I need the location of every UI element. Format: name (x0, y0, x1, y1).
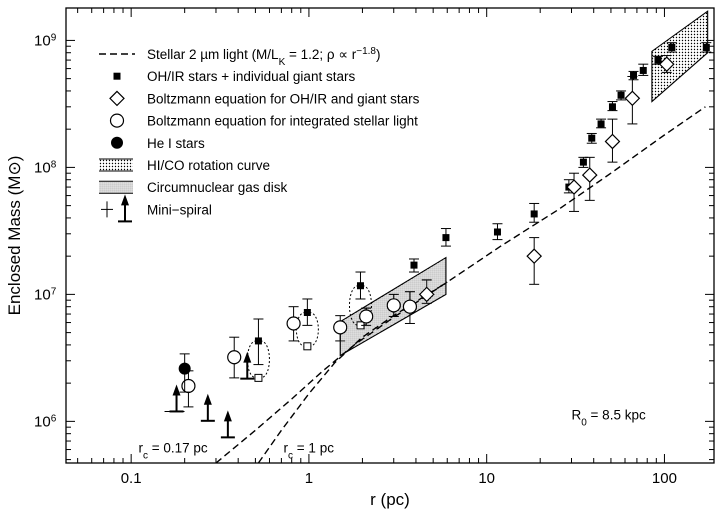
mini-spiral-point-arrowhead (243, 351, 252, 363)
filled-square-point (410, 261, 418, 269)
legend-label: He I stars (147, 136, 205, 151)
filled-square-point (493, 228, 501, 236)
open-circle-point (333, 320, 348, 335)
y-tick-label: 107 (34, 286, 57, 304)
legend-swatch-mini-spiral-arrowhead (121, 194, 129, 206)
x-tick-label: 10 (478, 470, 495, 487)
filled-square-point (702, 43, 710, 51)
filled-square-point (530, 210, 538, 218)
stellar-light-curve (215, 106, 706, 463)
filled-square-point (579, 158, 587, 166)
legend-label: Boltzmann equation for integrated stella… (147, 114, 418, 129)
open-circle-point (181, 378, 196, 394)
legend-swatch-filled-square (113, 72, 121, 80)
filled-square-point (639, 66, 647, 74)
plot-frame (65, 7, 715, 464)
open-diamond-point (526, 248, 543, 265)
plot-area: 0.1 1 10 100 106 107 108 109 r (pc) Enclosed Mass… (5, 7, 715, 509)
rc-1-label: rc = 1 pc (284, 440, 335, 461)
mini-spiral-point-arrowhead (223, 410, 232, 422)
filled-square-point (668, 43, 676, 51)
open-diamond-point (418, 286, 435, 303)
legend-swatch-open-diamond (109, 90, 125, 107)
rc-017-label: rc = 0.17 pc (139, 440, 208, 461)
hi-co-rotation-band (651, 10, 709, 103)
filled-square-point (654, 56, 662, 64)
connector-arc (309, 311, 319, 347)
filled-square-point (630, 71, 638, 79)
legend-label: Mini−spiral (147, 202, 212, 217)
connector-arc (246, 340, 257, 379)
y-tick-label: 109 (34, 32, 57, 50)
connector-arc (260, 340, 270, 379)
x-tick-label: 1 (305, 470, 313, 487)
open-square-point (254, 373, 263, 382)
mini-spiral-point-arrowhead (203, 393, 212, 405)
filled-square-point (597, 120, 605, 128)
legend-label: Circumnuclear gas disk (147, 180, 288, 195)
legend-swatch-hatched (99, 159, 133, 171)
legend-label: HI/CO rotation curve (147, 158, 270, 173)
filled-square-point (617, 91, 625, 99)
legend-label: OH/IR stars + individual giant stars (147, 69, 355, 84)
open-circle-point (402, 299, 418, 314)
filled-square-point (588, 134, 596, 142)
filled-square-point (303, 308, 311, 316)
y-tick-label: 106 (34, 413, 57, 431)
open-diamond-point (624, 90, 641, 107)
connector-arc (362, 285, 372, 326)
filled-square-point (356, 282, 364, 290)
mini-spiral-point-arrowhead (172, 384, 181, 396)
open-diamond-point (658, 56, 675, 73)
legend-label: Stellar 2 µm light (M/LK = 1.2; ρ ∝ r−1.… (147, 46, 380, 68)
open-circle-point (359, 309, 374, 324)
legend-swatch-open-circle (109, 113, 125, 128)
x-axis-title: r (pc) (370, 490, 410, 509)
y-tick-label: 108 (34, 159, 57, 177)
open-circle-point (286, 316, 301, 331)
x-tick-label: 100 (652, 470, 677, 487)
y-axis-title: Enclosed Mass (M⊙) (5, 156, 24, 316)
open-circle-point (386, 298, 401, 313)
filled-square-point (442, 234, 450, 242)
open-diamond-point (604, 133, 621, 150)
r0-annotation: R0 = 8.5 kpc (571, 408, 645, 429)
x-tick-label: 0.1 (121, 470, 142, 487)
legend: Stellar 2 µm light (M/LK = 1.2; ρ ∝ r−1.… (99, 46, 420, 223)
open-circle-point (227, 350, 242, 365)
legend-swatch-dotted (99, 181, 133, 194)
open-diamond-point (581, 167, 598, 183)
open-diamond-point (566, 179, 582, 195)
filled-circle-point (178, 362, 191, 375)
filled-square-point (254, 337, 262, 345)
legend-label: Boltzmann equation for OH/IR and giant s… (147, 91, 420, 106)
open-square-point (303, 342, 312, 351)
filled-square-point (608, 103, 616, 111)
connector-arc (348, 285, 359, 326)
legend-swatch-filled-circle (111, 136, 123, 149)
